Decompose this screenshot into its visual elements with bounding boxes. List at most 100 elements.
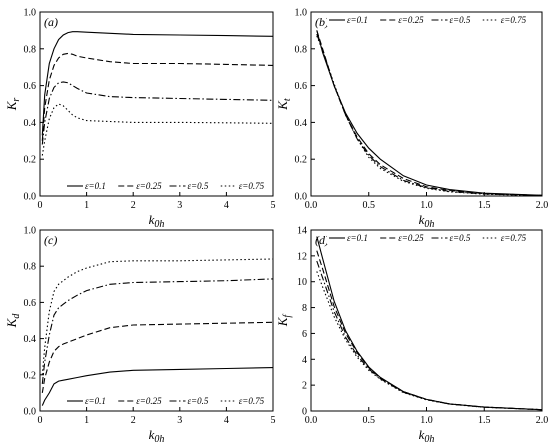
y-tick-label: 0.4 xyxy=(24,334,37,345)
series-line-2 xyxy=(41,321,274,393)
legend-label: ε=0.5 xyxy=(188,181,209,191)
series-line-4 xyxy=(41,258,274,375)
x-tick-label: 5 xyxy=(271,200,276,211)
legend: ε=0.1 ε=0.25 ε=0.5 ε=0.75 xyxy=(327,232,532,244)
y-axis-label: Kf xyxy=(275,314,293,328)
x-axis-label: k0h xyxy=(149,427,165,444)
y-tick-label: 0.8 xyxy=(295,44,308,55)
plot-frame xyxy=(310,229,543,412)
x-tick-label: 5 xyxy=(271,415,276,426)
panel-label: (a) xyxy=(44,15,58,29)
series-line-1 xyxy=(316,236,543,411)
panel-label: (b) xyxy=(315,15,329,29)
y-tick-label: 0.6 xyxy=(24,298,37,309)
x-axis-label: k0h xyxy=(419,212,435,230)
legend-label: ε=0.75 xyxy=(239,181,265,191)
series-line-3 xyxy=(316,33,543,196)
legend-label: ε=0.1 xyxy=(85,181,106,191)
x-tick-label: 4 xyxy=(224,415,229,426)
legend-label: ε=0.1 xyxy=(347,15,368,25)
x-tick-label: 3 xyxy=(177,415,182,426)
y-tick-label: 0.0 xyxy=(24,192,37,203)
x-tick-label: 2.0 xyxy=(536,415,549,426)
y-tick-label: 6 xyxy=(302,329,307,340)
x-tick-label: 0.5 xyxy=(363,200,376,211)
x-tick-label: 2.0 xyxy=(536,200,549,211)
y-axis-label: Kd xyxy=(4,313,22,329)
plot-frame xyxy=(39,229,274,412)
legend-label: ε=0.25 xyxy=(398,233,424,243)
legend: ε=0.1 ε=0.25 ε=0.5 ε=0.75 xyxy=(65,395,270,407)
legend-label: ε=0.5 xyxy=(188,396,209,406)
plot-frame xyxy=(310,11,543,197)
y-tick-label: 0.4 xyxy=(295,118,308,129)
series-line-4 xyxy=(316,35,543,197)
y-tick-label: 2 xyxy=(302,381,307,392)
series-line-2 xyxy=(41,52,274,141)
x-tick-label: 2 xyxy=(131,200,136,211)
y-tick-label: 0.6 xyxy=(295,81,308,92)
y-tick-label: 14 xyxy=(297,226,307,237)
y-tick-label: 8 xyxy=(302,303,307,314)
series-line-1 xyxy=(41,31,274,136)
panel-2: 0.0 0.5 1.0 1.5 2.0 0.0 0.2 0.4 0.6 0.8 1.0 (b) k0h K… xyxy=(275,8,548,231)
x-tick-label: 0.5 xyxy=(363,415,376,426)
series-line-3 xyxy=(41,81,274,145)
x-tick-label: 1 xyxy=(84,200,89,211)
plot-frame xyxy=(39,11,274,197)
x-axis-label: k0h xyxy=(149,212,165,230)
x-tick-label: 1.5 xyxy=(478,200,491,211)
legend-box xyxy=(327,232,532,244)
x-tick-label: 1 xyxy=(84,415,89,426)
x-tick-label: 0 xyxy=(38,200,43,211)
panel-label: (c) xyxy=(44,233,57,247)
legend: ε=0.1 ε=0.25 ε=0.5 ε=0.75 xyxy=(327,14,532,26)
legend: ε=0.1 ε=0.25 ε=0.5 ε=0.75 xyxy=(65,180,270,192)
legend-label: ε=0.25 xyxy=(136,181,162,191)
y-tick-label: 0.6 xyxy=(24,81,37,92)
y-tick-label: 0.2 xyxy=(24,370,37,381)
legend-label: ε=0.1 xyxy=(85,396,106,406)
x-tick-label: 0.0 xyxy=(305,415,318,426)
x-tick-label: 0 xyxy=(38,415,43,426)
y-tick-label: 0.0 xyxy=(295,192,308,203)
y-tick-label: 4 xyxy=(302,355,307,366)
series-line-3 xyxy=(41,278,274,384)
y-tick-label: 12 xyxy=(297,251,307,262)
y-tick-label: 1.0 xyxy=(24,226,37,237)
legend-box xyxy=(65,395,270,407)
series-line-4 xyxy=(41,103,274,156)
series-line-3 xyxy=(316,260,543,411)
legend-label: ε=0.5 xyxy=(450,233,471,243)
legend-label: ε=0.75 xyxy=(501,15,527,25)
y-axis-label: Kt xyxy=(275,98,293,111)
legend-label: ε=0.25 xyxy=(136,396,162,406)
legend-box xyxy=(65,180,270,192)
y-tick-label: 10 xyxy=(297,277,307,288)
series-line-4 xyxy=(316,271,543,411)
y-tick-label: 1.0 xyxy=(24,8,37,19)
y-tick-label: 0.2 xyxy=(295,155,308,166)
x-tick-label: 2 xyxy=(131,415,136,426)
x-tick-label: 0.0 xyxy=(305,200,318,211)
legend-label: ε=0.25 xyxy=(398,15,424,25)
x-tick-label: 1.5 xyxy=(478,415,491,426)
y-tick-label: 0.8 xyxy=(24,44,37,55)
legend-label: ε=0.1 xyxy=(347,233,368,243)
y-tick-label: 0.2 xyxy=(24,155,37,166)
x-tick-label: 1.0 xyxy=(420,200,433,211)
y-tick-label: 0.0 xyxy=(24,407,37,418)
x-tick-label: 1.0 xyxy=(420,415,433,426)
legend-label: ε=0.75 xyxy=(239,396,265,406)
x-axis-label: k0h xyxy=(419,427,435,444)
y-tick-label: 0.8 xyxy=(24,262,37,273)
legend-box xyxy=(327,14,532,26)
x-tick-label: 4 xyxy=(224,200,229,211)
y-axis-label: Kr xyxy=(4,98,22,112)
series-line-1 xyxy=(316,30,543,196)
series-line-2 xyxy=(316,250,543,411)
